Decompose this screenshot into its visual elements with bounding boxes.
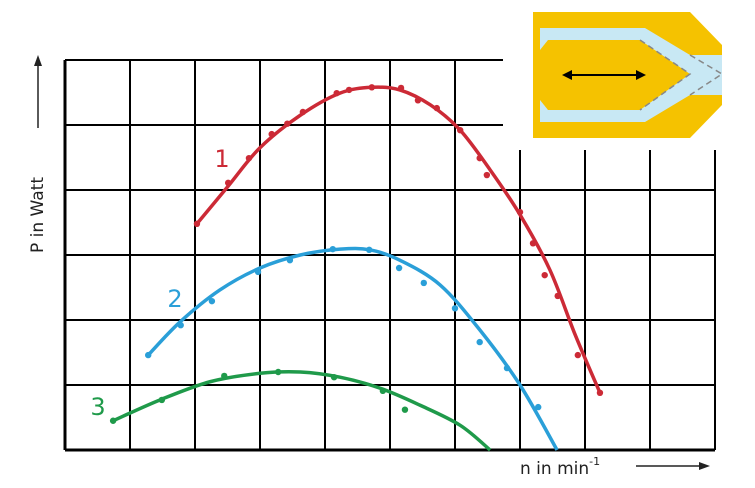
data-point [414,97,422,104]
data-point [516,208,524,216]
data-point [368,84,375,91]
data-point [268,130,275,138]
x-axis-label: n in min-1 [520,455,600,479]
data-point [177,322,184,329]
data-point [503,364,511,372]
data-point [330,374,338,381]
data-point [395,264,403,272]
data-point [366,246,373,253]
data-point [397,84,405,92]
data-point [483,171,491,179]
data-point [208,297,216,305]
data-point [224,179,232,187]
data-point [476,154,483,162]
data-point [275,368,282,376]
series-label: 3 [90,393,105,421]
x-axis-label-sup: -1 [589,455,600,468]
data-point [254,268,262,276]
data-point [401,406,409,413]
data-point [109,417,117,424]
arrow-head [699,462,710,470]
data-point [476,338,483,346]
data-point [286,257,294,264]
data-point [329,245,336,253]
series-label: 1 [214,145,229,173]
data-point [158,396,166,404]
data-point [221,372,228,380]
data-point [541,271,548,279]
data-point [574,351,582,359]
fit-curve [195,85,602,394]
arrow-head [562,70,572,80]
data-point [245,154,253,162]
nozzle-illustration [503,0,755,150]
arrow-head [34,55,42,66]
data-point [596,389,604,396]
data-point [284,120,291,127]
data-point [333,89,340,97]
fit-curve [112,369,492,452]
data-point [299,108,307,116]
data-point [145,351,152,359]
arrow-head [636,70,646,80]
jet-outline [689,54,724,96]
needle-outline [639,39,692,111]
data-point [345,86,353,94]
series-label: 2 [167,285,182,313]
data-point [529,240,537,247]
data-point [193,220,201,227]
data-point [379,387,387,395]
data-point [554,292,561,300]
data-point [433,104,440,112]
y-axis-label: P in Watt [28,177,48,253]
data-point [451,305,459,312]
plot: 1 2 3 [90,84,604,452]
data-point [420,279,427,287]
data-point [535,403,542,411]
fit-curve [146,246,559,451]
x-axis-label-main: n in min [520,459,589,479]
data-point [457,127,464,134]
